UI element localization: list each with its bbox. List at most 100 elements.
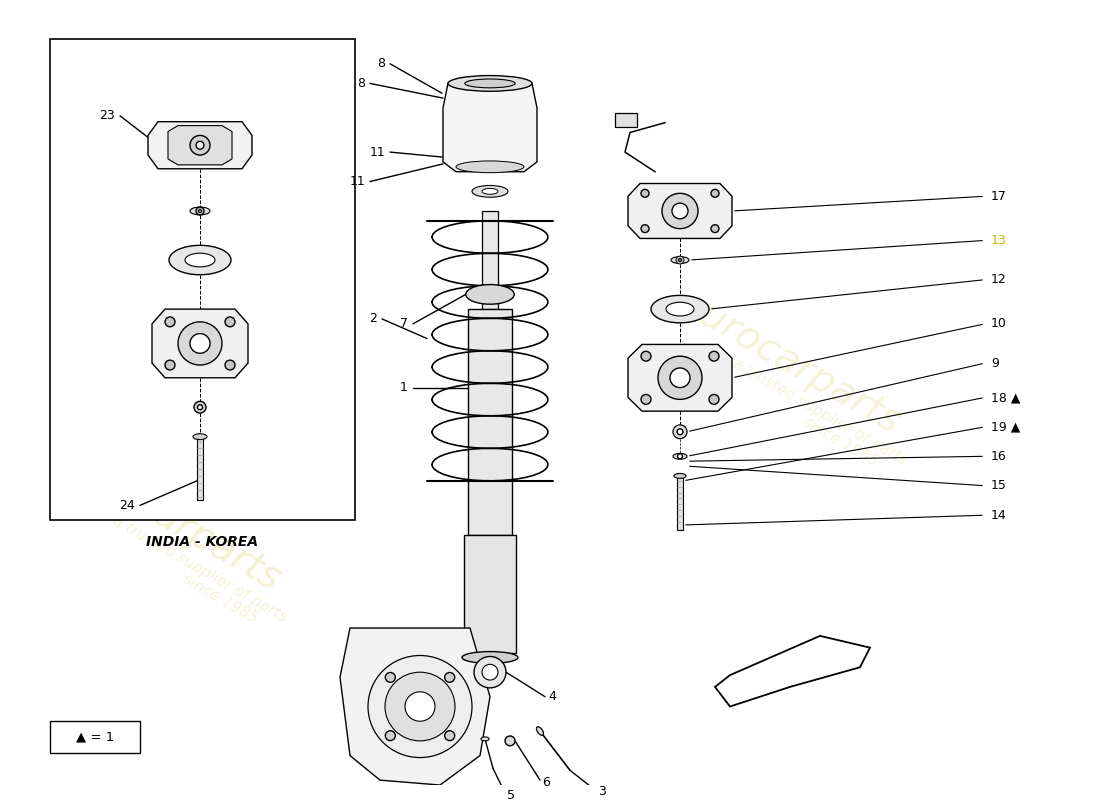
- Circle shape: [198, 210, 201, 213]
- Text: INDIA - KOREA: INDIA - KOREA: [146, 534, 258, 549]
- Ellipse shape: [482, 189, 498, 194]
- Bar: [50, 722, 140, 753]
- Polygon shape: [628, 183, 732, 238]
- Text: 13: 13: [991, 234, 1006, 247]
- Circle shape: [190, 334, 210, 354]
- Polygon shape: [168, 126, 232, 165]
- Circle shape: [676, 256, 684, 264]
- Ellipse shape: [192, 434, 207, 440]
- Ellipse shape: [671, 257, 689, 263]
- Circle shape: [711, 190, 719, 198]
- Text: 23: 23: [99, 110, 116, 122]
- Text: 4: 4: [548, 690, 556, 703]
- Text: 3: 3: [598, 786, 606, 798]
- Circle shape: [226, 317, 235, 326]
- Ellipse shape: [465, 285, 514, 304]
- Text: 1: 1: [400, 381, 408, 394]
- Polygon shape: [715, 636, 870, 706]
- Text: since 1985: since 1985: [800, 414, 880, 469]
- Circle shape: [641, 225, 649, 233]
- Text: a trusted supplier of parts: a trusted supplier of parts: [730, 356, 910, 468]
- Ellipse shape: [666, 302, 694, 316]
- Circle shape: [676, 429, 683, 434]
- Bar: [468, 309, 512, 535]
- Ellipse shape: [651, 295, 710, 323]
- Bar: [50, 39, 355, 520]
- Polygon shape: [148, 122, 252, 169]
- Ellipse shape: [169, 246, 231, 274]
- Circle shape: [198, 405, 202, 410]
- Circle shape: [385, 673, 395, 682]
- Text: 8: 8: [358, 77, 365, 90]
- Text: since 1985: since 1985: [180, 571, 260, 626]
- Circle shape: [641, 351, 651, 361]
- Ellipse shape: [190, 207, 210, 215]
- Text: 10: 10: [991, 318, 1006, 330]
- Circle shape: [505, 736, 515, 746]
- Circle shape: [444, 730, 454, 741]
- Ellipse shape: [185, 253, 214, 267]
- Polygon shape: [443, 83, 537, 172]
- Text: 6: 6: [542, 775, 550, 789]
- Circle shape: [658, 356, 702, 399]
- Text: 24: 24: [119, 499, 135, 512]
- Text: 2: 2: [370, 313, 377, 326]
- Circle shape: [662, 194, 698, 229]
- Circle shape: [673, 425, 688, 438]
- Text: 11: 11: [350, 175, 365, 188]
- Circle shape: [710, 394, 719, 404]
- Circle shape: [641, 190, 649, 198]
- Text: 14: 14: [991, 509, 1006, 522]
- Circle shape: [368, 655, 472, 758]
- Ellipse shape: [472, 186, 508, 198]
- Bar: [615, 113, 637, 126]
- Text: 8: 8: [377, 58, 385, 70]
- Text: eurocarparts: eurocarparts: [53, 442, 287, 599]
- Circle shape: [196, 207, 204, 215]
- Circle shape: [196, 142, 204, 149]
- Bar: [482, 211, 498, 309]
- Text: 11: 11: [370, 146, 385, 158]
- Polygon shape: [152, 309, 248, 378]
- Circle shape: [710, 351, 719, 361]
- Circle shape: [165, 317, 175, 326]
- Ellipse shape: [673, 454, 688, 459]
- Text: ▲ = 1: ▲ = 1: [76, 730, 114, 743]
- Circle shape: [385, 672, 455, 741]
- Circle shape: [679, 258, 682, 262]
- Circle shape: [678, 454, 682, 458]
- Ellipse shape: [448, 75, 532, 91]
- Circle shape: [226, 360, 235, 370]
- Ellipse shape: [674, 474, 686, 478]
- Circle shape: [711, 225, 719, 233]
- Text: eurocarparts: eurocarparts: [672, 284, 908, 442]
- Text: 7: 7: [400, 318, 408, 330]
- Text: 19 ▲: 19 ▲: [991, 420, 1021, 434]
- Circle shape: [672, 203, 688, 219]
- Text: 12: 12: [991, 273, 1006, 286]
- Ellipse shape: [462, 651, 518, 663]
- Circle shape: [474, 657, 506, 688]
- Circle shape: [385, 730, 395, 741]
- Ellipse shape: [465, 79, 515, 88]
- Ellipse shape: [456, 161, 524, 173]
- Bar: [676, 476, 683, 530]
- Text: 18 ▲: 18 ▲: [991, 391, 1021, 404]
- Text: 17: 17: [991, 190, 1006, 202]
- Circle shape: [670, 368, 690, 388]
- Polygon shape: [340, 628, 490, 785]
- Circle shape: [178, 322, 222, 365]
- Text: 5: 5: [507, 790, 515, 800]
- Bar: [464, 535, 516, 653]
- Polygon shape: [628, 345, 732, 411]
- Text: 16: 16: [991, 450, 1006, 462]
- Ellipse shape: [481, 737, 490, 741]
- Text: a trusted supplier of parts: a trusted supplier of parts: [110, 513, 289, 626]
- Circle shape: [444, 673, 454, 682]
- Bar: [197, 437, 204, 501]
- Circle shape: [405, 692, 435, 722]
- Circle shape: [194, 402, 206, 413]
- Circle shape: [482, 664, 498, 680]
- Circle shape: [641, 394, 651, 404]
- Text: 15: 15: [991, 479, 1006, 492]
